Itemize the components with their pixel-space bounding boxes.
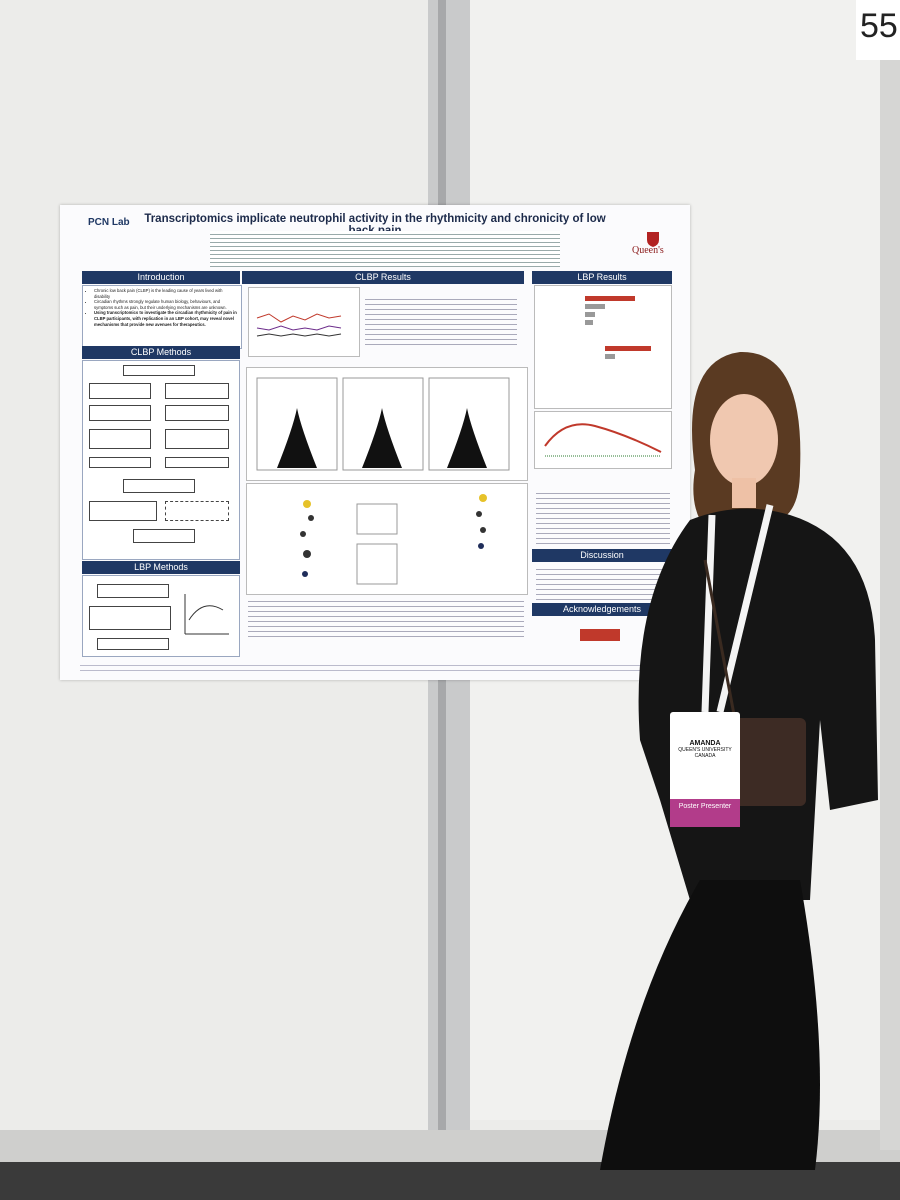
section-heading: LBP Results [532, 271, 672, 284]
crest [647, 232, 659, 247]
badge-role: Poster Presenter [670, 799, 740, 827]
references [80, 661, 670, 671]
enrichment-plots [246, 483, 528, 595]
flow-box [89, 606, 171, 630]
plot-drawing [544, 423, 662, 457]
logo-right: Queen's [632, 245, 664, 256]
flow-box [133, 529, 195, 543]
line-plot [248, 287, 360, 357]
flow-box [123, 365, 195, 376]
section-heading: Acknowledgements [532, 603, 672, 616]
name-badge: AMANDA QUEEN'S UNIVERSITY CANADA Poster … [670, 712, 740, 827]
flow-box [123, 479, 195, 493]
section-heading: CLBP Methods [82, 346, 240, 359]
badge-name: AMANDA [689, 740, 721, 747]
figure-caption [248, 597, 524, 637]
figure-caption [536, 489, 670, 547]
lbp-methods-box [82, 575, 240, 657]
sponsor-logo [580, 629, 620, 641]
booth-number: 55 [856, 0, 900, 60]
flow-box [89, 405, 151, 421]
face [710, 394, 778, 486]
section-heading: Introduction [82, 271, 240, 284]
discussion-text [536, 565, 670, 601]
neck [732, 478, 756, 508]
flow-box [89, 457, 151, 468]
flow-box [165, 429, 229, 449]
authors [210, 231, 560, 267]
introduction-box: Chronic low back pain (CLBP) is the lead… [82, 285, 242, 349]
bullet: Circadian rhythms strongly regulate huma… [94, 299, 237, 310]
plot-drawing [300, 494, 487, 585]
plot-drawing [256, 313, 342, 337]
methods-flowchart [82, 360, 240, 560]
bullet: Using transcriptomics to investigate the… [94, 310, 237, 327]
badge-country: CANADA [694, 753, 716, 759]
volcano-plots [246, 367, 528, 481]
flow-box [89, 383, 151, 399]
bullet: Chronic low back pain (CLBP) is the lead… [94, 288, 237, 299]
section-heading: LBP Methods [82, 561, 240, 574]
side-pole [880, 0, 900, 1150]
flow-box [165, 501, 229, 521]
flow-box [165, 457, 229, 468]
skirt [600, 880, 820, 1170]
gsea-plot [534, 411, 672, 469]
flow-box [97, 584, 169, 598]
flow-box [89, 501, 157, 521]
section-heading: Discussion [532, 549, 672, 562]
plot-drawing [585, 296, 651, 359]
bar-plot [534, 285, 672, 409]
flow-box [97, 638, 169, 650]
poster: PCN Lab Queen's Transcriptomics implicat… [60, 205, 690, 680]
bag-strap [703, 559, 737, 721]
flow-box [165, 383, 229, 399]
figure-caption [365, 295, 517, 345]
logo-left: PCN Lab [88, 217, 130, 228]
flow-box [165, 405, 229, 421]
flow-box [89, 429, 151, 449]
badge-affiliation: QUEEN'S UNIVERSITY [678, 747, 732, 753]
bullet-list: Chronic low back pain (CLBP) is the lead… [87, 288, 237, 327]
section-heading: CLBP Results [242, 271, 524, 284]
plot-drawing [256, 377, 510, 471]
schematic [184, 594, 229, 635]
